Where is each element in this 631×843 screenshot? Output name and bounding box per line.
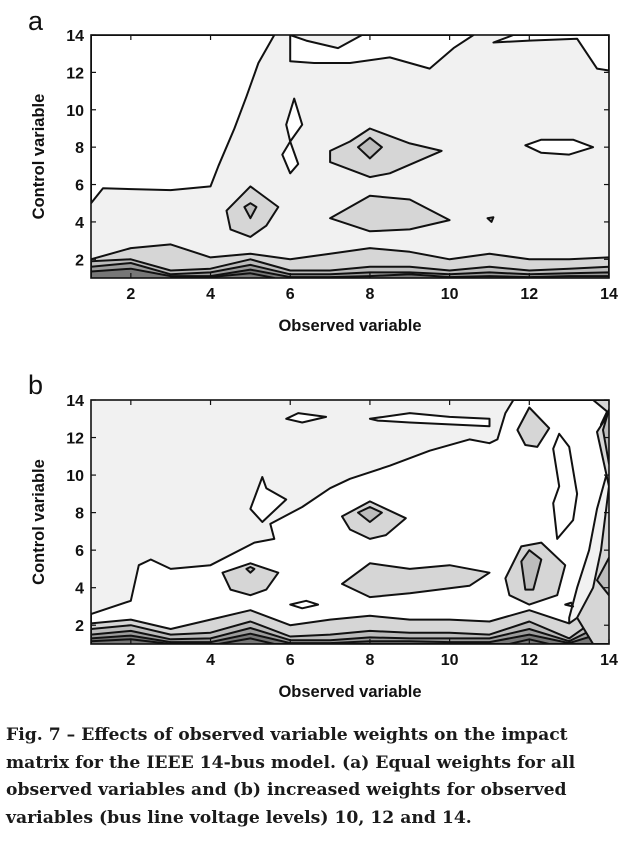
white-region-1 — [249, 476, 288, 523]
x-tick-label: 6 — [286, 286, 295, 303]
plot-frame — [90, 34, 610, 279]
x-tick-label: 10 — [441, 286, 459, 303]
y-axis-label: Control variable — [30, 94, 48, 220]
contour-line-7 — [341, 562, 491, 599]
y-tick-label: 10 — [66, 103, 84, 120]
y-tick-label: 12 — [66, 65, 84, 82]
x-tick-label: 14 — [600, 286, 618, 303]
contour-line-5 — [221, 562, 280, 597]
contour-line-15 — [602, 408, 609, 465]
plot-area — [91, 400, 609, 644]
y-tick-label: 4 — [75, 215, 84, 232]
y-tick-label: 14 — [66, 28, 84, 45]
contour-line-12 — [516, 406, 551, 448]
white-region-3 — [289, 599, 320, 610]
white-region-5 — [552, 432, 579, 540]
contour-line-8 — [329, 127, 443, 179]
x-tick-label: 8 — [365, 286, 374, 303]
white-region-2 — [285, 412, 328, 424]
white-region-6 — [564, 601, 575, 608]
plot-area — [91, 35, 609, 278]
contour-line-9 — [357, 506, 383, 523]
contour-line-8 — [341, 500, 407, 540]
x-tick-label: 12 — [520, 286, 538, 303]
x-tick-label: 2 — [126, 652, 135, 669]
y-tick-label: 4 — [75, 581, 84, 598]
white-region-2 — [289, 35, 475, 70]
y-tick-label: 2 — [75, 618, 84, 635]
x-tick-label: 4 — [206, 652, 215, 669]
white-region-0 — [91, 35, 276, 205]
y-tick-label: 14 — [66, 393, 84, 410]
plot-frame — [90, 399, 610, 645]
white-region-4 — [368, 412, 491, 428]
figure-canvas: 2 4 6 8 10 12 14 2 4 6 8 10 12 14 Observed variable Con… — [28, 6, 618, 701]
white-region-4 — [524, 138, 595, 156]
x-tick-label: 8 — [365, 652, 374, 669]
x-tick-label: 4 — [206, 286, 215, 303]
y-tick-label: 6 — [75, 178, 84, 195]
y-tick-label: 10 — [66, 468, 84, 485]
y-tick-label: 8 — [75, 506, 84, 523]
x-tick-label: 10 — [441, 652, 459, 669]
contour-line-7 — [329, 194, 451, 233]
panel-label: a — [28, 6, 44, 36]
contour-line-11 — [520, 549, 543, 591]
contour-line-3 — [91, 629, 609, 644]
contour-line-10 — [486, 216, 495, 223]
x-axis-label: Observed variable — [278, 317, 421, 335]
x-tick-label: 6 — [286, 652, 295, 669]
y-tick-label: 12 — [66, 431, 84, 448]
white-region-1 — [281, 97, 304, 175]
x-tick-label: 12 — [520, 652, 538, 669]
y-tick-label: 2 — [75, 252, 84, 269]
contour-line-9 — [357, 136, 383, 160]
contour-panel-b: 2 4 6 8 10 12 14 2 4 6 8 10 12 14 Observed variable Con… — [28, 370, 618, 701]
x-tick-label: 14 — [600, 652, 618, 669]
figure-caption: Fig. 7 – Effects of observed variable we… — [6, 725, 576, 828]
contour-line-6 — [243, 202, 258, 220]
y-axis-label: Control variable — [30, 459, 48, 585]
contour-line-14 — [596, 556, 609, 597]
y-tick-label: 6 — [75, 543, 84, 560]
panel-label: b — [28, 370, 43, 400]
x-axis-label: Observed variable — [278, 683, 421, 701]
contour-line-2 — [91, 620, 609, 644]
contour-line-6 — [245, 566, 256, 574]
contour-panel-a: 2 4 6 8 10 12 14 2 4 6 8 10 12 14 Observed variable Con… — [28, 6, 618, 335]
y-tick-label: 8 — [75, 140, 84, 157]
x-tick-label: 2 — [126, 286, 135, 303]
white-region-3 — [492, 35, 609, 72]
